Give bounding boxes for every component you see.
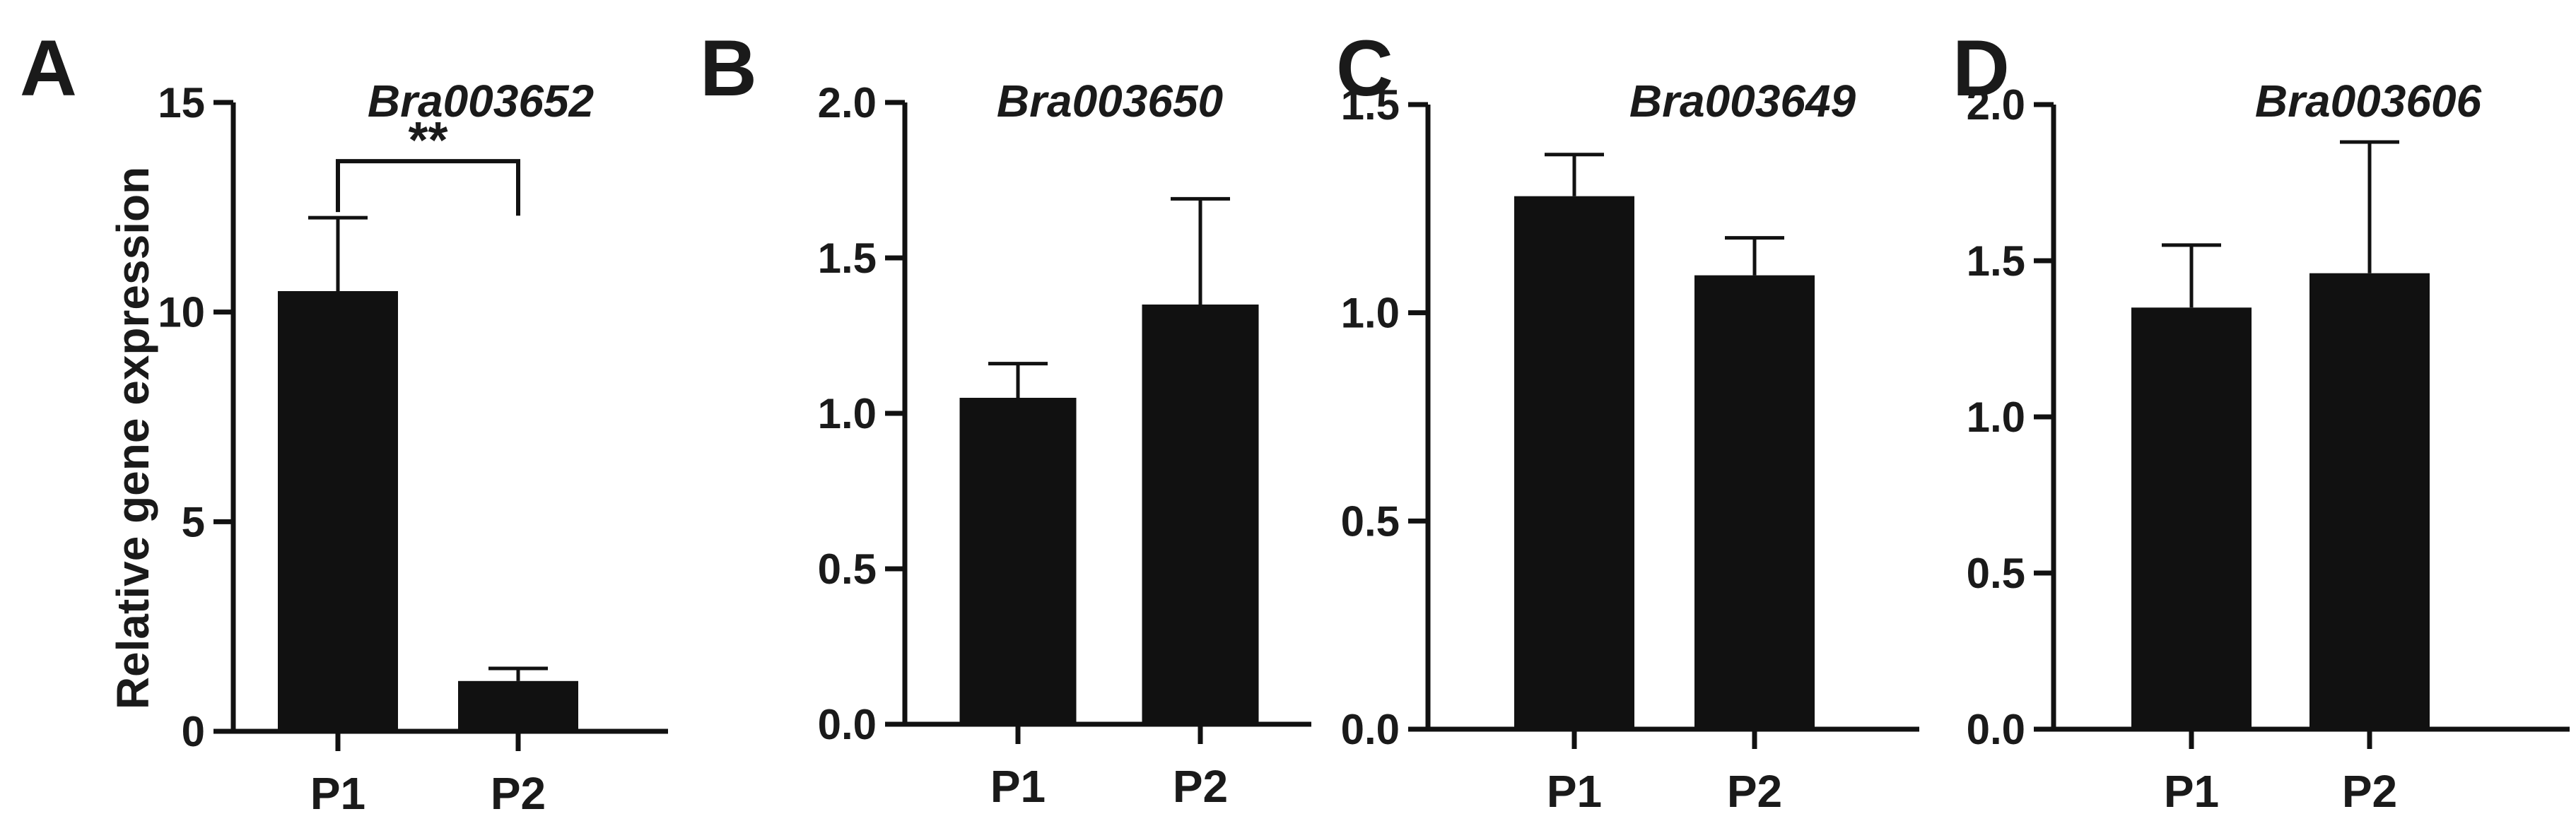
x-tick-label: P1 [1547,766,1602,817]
panel-c: C Bra003649 0.0 0.5 1.0 1.5 P1 P2 [1336,24,1919,817]
y-tick-label: 1.5 [818,235,877,282]
panel-a: A Bra003652 Relative gene expression 0 5 1… [20,24,668,819]
y-tick-label: 5 [182,498,205,545]
x-tick-label: P2 [1173,761,1228,812]
y-tick-label: 2.0 [1967,81,2025,129]
bar [1694,275,1815,729]
y-tick-label: 10 [158,289,205,336]
y-tick-label: 2.0 [818,79,877,126]
panel-b: B Bra003650 0.0 0.5 1.0 1.5 2.0 P1 P2 [700,24,1311,812]
y-axis-label: Relative gene expression [107,167,158,709]
chart-title-a: Bra003652 [368,76,594,126]
plot-b: 0.0 0.5 1.0 1.5 2.0 P1 P2 [818,79,1311,812]
chart-title-b: Bra003650 [997,76,1223,126]
y-tick-label: 0 [182,708,205,755]
bar [278,291,398,731]
bar [2309,273,2430,729]
chart-title-d: Bra003606 [2255,76,2482,126]
x-tick-label: P1 [2164,766,2219,817]
y-tick-label: 0.5 [1341,497,1400,545]
y-tick-label: 0.0 [1341,706,1400,753]
panel-letter-b: B [700,24,757,112]
y-tick-label: 1.0 [1967,394,2025,441]
y-tick-label: 0.5 [1967,550,2025,597]
x-tick-label: P1 [310,768,365,819]
bar [2131,307,2252,729]
y-tick-label: 1.5 [1967,237,2025,285]
x-tick-label: P2 [491,768,546,819]
y-tick-label: 0.5 [818,545,877,593]
plot-a: 0 5 10 15 P1 P2 ** [158,79,668,819]
bar [1514,196,1634,729]
panel-d: D Bra003606 0.0 0.5 1.0 1.5 2.0 P1 P2 [1953,24,2570,817]
y-tick-label: 1.0 [1341,290,1400,337]
y-tick-label: 0.0 [1967,706,2025,753]
plot-d: 0.0 0.5 1.0 1.5 2.0 P1 P2 [1967,81,2570,817]
y-tick-label: 0.0 [818,701,877,748]
bar [458,680,578,731]
panel-letter-c: C [1336,24,1393,112]
y-tick-label: 1.5 [1341,81,1400,129]
significance-bracket [336,159,520,216]
plot-c: 0.0 0.5 1.0 1.5 P1 P2 [1341,81,1919,817]
panel-letter-d: D [1953,24,2010,112]
bar [959,398,1077,724]
bar [1142,305,1259,724]
chart-title-c: Bra003649 [1629,76,1856,126]
significance-label: ** [408,112,447,169]
x-tick-label: P1 [990,761,1046,812]
y-tick-label: 15 [158,79,205,126]
x-tick-label: P2 [2342,766,2397,817]
panel-letter-a: A [20,24,77,112]
x-tick-label: P2 [1727,766,1782,817]
y-tick-label: 1.0 [818,390,877,437]
